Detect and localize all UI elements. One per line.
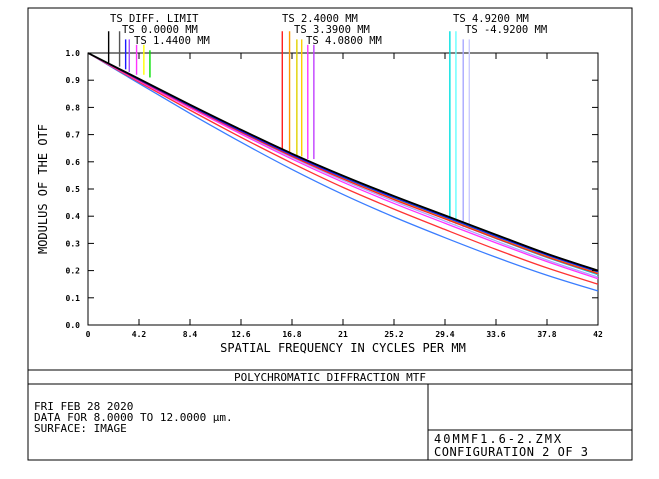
x-tick-label-8: 33.6	[486, 330, 505, 339]
legend-label-ts-neg-4920: TS -4.9200 MM	[465, 24, 547, 36]
info-date: FRI FEB 28 2020	[34, 400, 133, 413]
legend-label-ts-4920: TS 4.9200 MM	[453, 13, 529, 25]
x-tick-label-3: 12.6	[231, 330, 250, 339]
x-tick-label-1: 4.2	[132, 330, 147, 339]
x-tick-label-10: 42	[593, 330, 603, 339]
x-tick-label-9: 37.8	[537, 330, 556, 339]
legend-label-ts-2400: TS 2.4000 MM	[282, 13, 358, 25]
y-tick-label-2: 0.2	[66, 267, 81, 276]
x-tick-label-7: 29.4	[435, 330, 454, 339]
series-line-6	[87, 52, 599, 276]
y-tick-label-10: 1.0	[66, 49, 81, 58]
x-axis-label: SPATIAL FREQUENCY IN CYCLES PER MM	[220, 341, 466, 355]
series-line-4	[87, 52, 599, 274]
series-line-3	[87, 52, 599, 275]
series-line-9	[87, 52, 599, 292]
y-tick-label-8: 0.8	[66, 103, 81, 112]
y-tick-label-7: 0.7	[66, 131, 81, 140]
legend-label-ts-0: TS 0.0000 MM	[122, 24, 198, 36]
series-line-2	[87, 52, 599, 273]
y-tick-label-4: 0.4	[66, 212, 81, 221]
y-tick-label-9: 0.9	[66, 76, 81, 85]
outer-frame	[27, 7, 633, 461]
chart-title: POLYCHROMATIC DIFFRACTION MTF	[234, 371, 426, 384]
legend: TS DIFF. LIMIT TS 0.0000 MM TS 1.4400 MM…	[110, 13, 547, 47]
info-surface: SURFACE: IMAGE	[34, 422, 127, 435]
x-tick-label-0: 0	[86, 330, 91, 339]
info-data-range: DATA FOR 8.0000 TO 12.0000 µm.	[34, 411, 233, 424]
x-tick-label-5: 21	[338, 330, 348, 339]
x-tick-label-2: 8.4	[183, 330, 198, 339]
x-tick-label-4: 16.8	[282, 330, 301, 339]
info-file-name: 40MMF1.6-2.ZMX	[434, 432, 563, 446]
series-line-0	[87, 52, 599, 272]
legend-label-ts-1440: TS 1.4400 MM	[134, 35, 210, 47]
y-tick-label-0: 0.0	[66, 321, 81, 330]
y-tick-label-6: 0.6	[66, 158, 81, 167]
y-axis-label: MODULUS OF THE OTF	[36, 124, 50, 254]
y-tick-label-1: 0.1	[66, 294, 81, 303]
y-tick-label-5: 0.5	[66, 185, 81, 194]
x-tick-label-6: 25.2	[384, 330, 403, 339]
legend-label-ts-3390: TS 3.3900 MM	[294, 24, 370, 36]
y-tick-label-3: 0.3	[66, 239, 81, 248]
legend-label-diff-limit: TS DIFF. LIMIT	[110, 13, 199, 25]
series-line-5	[87, 52, 599, 280]
info-configuration: CONFIGURATION 2 OF 3	[434, 445, 589, 459]
legend-label-ts-4080: TS 4.0800 MM	[306, 35, 382, 47]
series-line-8	[87, 52, 599, 285]
series-line-1	[87, 52, 599, 273]
